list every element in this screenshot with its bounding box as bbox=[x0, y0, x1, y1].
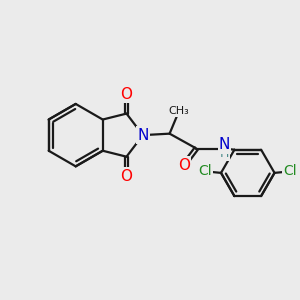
Text: H: H bbox=[220, 147, 229, 161]
Text: N: N bbox=[137, 128, 148, 142]
Text: Cl: Cl bbox=[199, 164, 212, 178]
Text: CH₃: CH₃ bbox=[168, 106, 189, 116]
Text: N: N bbox=[219, 137, 230, 152]
Text: Cl: Cl bbox=[283, 164, 297, 178]
Text: O: O bbox=[121, 169, 133, 184]
Text: O: O bbox=[121, 87, 133, 102]
Text: O: O bbox=[178, 158, 190, 173]
